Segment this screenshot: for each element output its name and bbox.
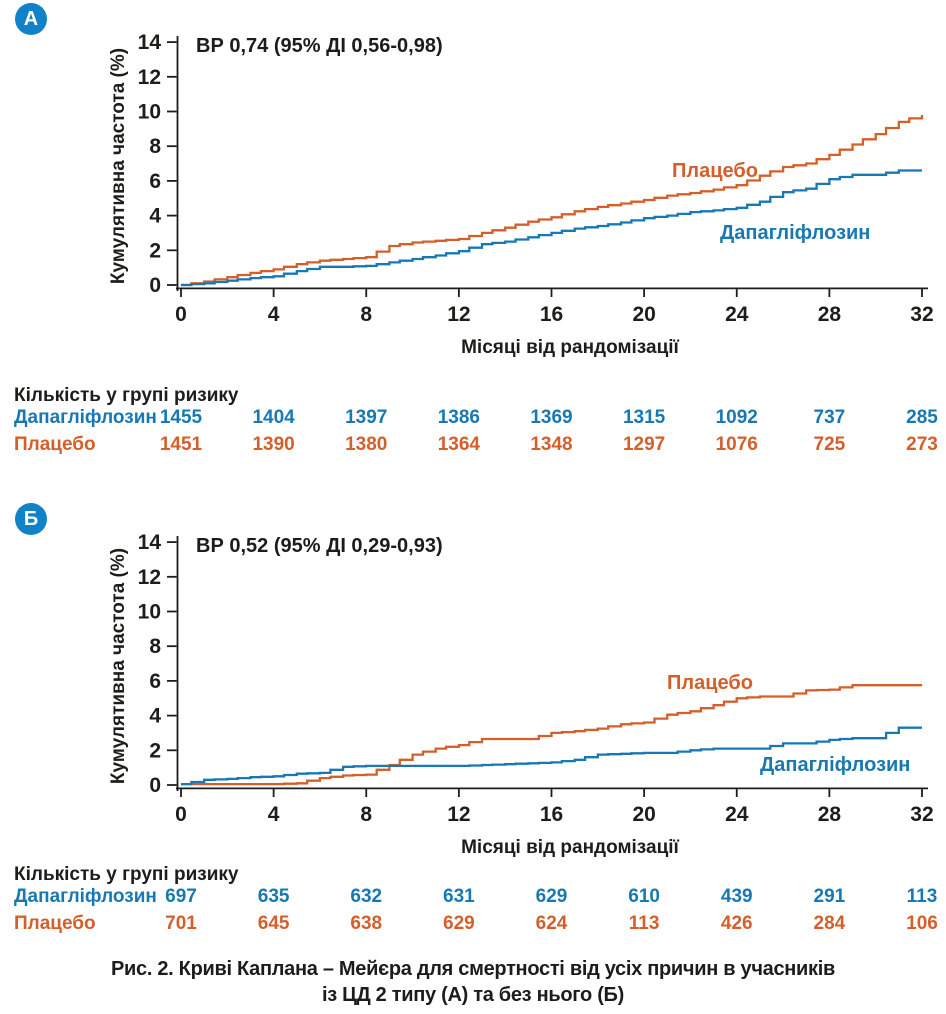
y-tick-label: 12 [138, 66, 161, 89]
x-tick-label: 0 [175, 303, 187, 326]
series-curve-Плацебо [181, 684, 922, 786]
risk-count-cell: 273 [906, 434, 938, 455]
y-tick-label: 2 [149, 739, 161, 762]
risk-count-cell: 113 [628, 913, 660, 934]
x-axis-title: Місяці від рандомізації [461, 337, 679, 358]
risk-count-cell: 106 [906, 913, 938, 934]
risk-count-cell: 1364 [437, 434, 480, 455]
risk-count-cell: 1092 [715, 407, 758, 428]
y-tick-label: 6 [149, 170, 161, 193]
risk-count-cell: 624 [535, 913, 568, 934]
series-label-Плацебо: Плацебо [667, 672, 753, 694]
risk-count-cell: 629 [443, 913, 475, 934]
x-axis-title: Місяці від рандомізації [461, 837, 679, 858]
risk-count-cell: 725 [813, 434, 846, 455]
risk-count-cell: 426 [720, 913, 753, 934]
risk-count-cell: 638 [350, 913, 383, 934]
risk-count-cell: 1297 [622, 434, 666, 455]
risk-count-cell: 631 [443, 886, 475, 907]
series-label-Плацебо: Плацебо [672, 160, 758, 182]
risk-count-cell: 1386 [437, 407, 480, 428]
risk-count-cell: 632 [350, 886, 383, 907]
risk-count-cell: 1390 [252, 434, 295, 455]
risk-row-label-Дапагліфлозин: Дапагліфлозин [14, 886, 157, 907]
panel-b-badge: Б [15, 503, 47, 535]
y-tick-label: 6 [149, 670, 161, 693]
risk-count-cell: 635 [257, 886, 290, 907]
y-tick-label: 8 [149, 135, 161, 158]
x-tick-label: 32 [910, 803, 933, 826]
risk-count-cell: 610 [628, 886, 660, 907]
y-tick-label: 4 [149, 705, 161, 728]
risk-row-label-Дапагліфлозин: Дапагліфлозин [14, 407, 157, 428]
series-curve-Дапагліфлозин [181, 169, 922, 287]
x-tick-label: 32 [910, 303, 933, 326]
risk-count-cell: 1404 [252, 407, 295, 428]
y-tick-label: 0 [149, 274, 161, 297]
risk-count-cell: 1455 [159, 407, 203, 428]
risk-count-cell: 291 [813, 886, 846, 907]
y-tick-label: 4 [149, 205, 161, 228]
x-tick-label: 24 [725, 303, 749, 326]
y-axis-title: Кумулятивна частота (%) [108, 48, 129, 284]
x-tick-label: 12 [447, 803, 470, 826]
hazard-ratio-annotation: ВР 0,74 (95% ДІ 0,56-0,98) [196, 35, 443, 57]
x-tick-label: 20 [632, 303, 655, 326]
risk-count-cell: 113 [906, 886, 938, 907]
risk-count-cell: 737 [813, 407, 846, 428]
y-tick-label: 8 [149, 635, 161, 658]
risk-count-cell: 1397 [345, 407, 388, 428]
x-tick-label: 16 [540, 303, 563, 326]
risk-count-cell: 1451 [159, 434, 203, 455]
x-tick-label: 12 [447, 303, 470, 326]
y-tick-label: 2 [149, 239, 161, 262]
series-curve-Плацебо [181, 115, 924, 287]
x-tick-label: 20 [632, 803, 655, 826]
risk-count-cell: 701 [165, 913, 197, 934]
panel-a-badge: А [15, 3, 47, 35]
risk-row-label-Плацебо: Плацебо [14, 913, 96, 934]
hazard-ratio-annotation: ВР 0,52 (95% ДІ 0,29-0,93) [196, 535, 443, 557]
x-tick-label: 4 [268, 303, 280, 326]
figure-caption-line1: Рис. 2. Криві Каплана – Мейєра для смерт… [110, 958, 836, 980]
x-tick-label: 4 [268, 803, 280, 826]
y-tick-label: 10 [138, 601, 161, 624]
risk-row-label-Плацебо: Плацебо [14, 434, 96, 455]
x-tick-label: 8 [360, 803, 372, 826]
x-tick-label: 28 [818, 803, 842, 826]
risk-table-header: Кількість у групі ризику [14, 864, 239, 885]
risk-count-cell: 697 [165, 886, 197, 907]
risk-count-cell: 629 [535, 886, 568, 907]
risk-count-cell: 1315 [622, 407, 666, 428]
risk-count-cell: 1076 [715, 434, 758, 455]
risk-count-cell: 284 [813, 913, 846, 934]
y-tick-label: 0 [149, 774, 161, 797]
series-label-Дапагліфлозин: Дапагліфлозин [760, 754, 910, 776]
figure-caption-line2: із ЦД 2 типу (А) та без нього (Б) [322, 984, 624, 1006]
y-tick-label: 12 [138, 566, 161, 589]
y-tick-label: 14 [138, 31, 162, 54]
risk-table-header: Кількість у групі ризику [14, 385, 239, 406]
risk-count-cell: 1380 [345, 434, 388, 455]
x-tick-label: 16 [540, 803, 563, 826]
risk-count-cell: 1348 [530, 434, 573, 455]
risk-count-cell: 439 [720, 886, 753, 907]
series-label-Дапагліфлозин: Дапагліфлозин [720, 222, 870, 244]
x-tick-label: 28 [818, 303, 842, 326]
x-tick-label: 24 [725, 803, 749, 826]
figure-caption: Рис. 2. Криві Каплана – Мейєра для смерт… [0, 956, 946, 1008]
risk-count-cell: 645 [257, 913, 290, 934]
series-curve-Дапагліфлозин [181, 726, 922, 786]
y-axis-title: Кумулятивна частота (%) [108, 548, 129, 784]
y-tick-label: 14 [138, 531, 162, 554]
y-tick-label: 10 [138, 101, 161, 124]
risk-count-cell: 285 [906, 407, 938, 428]
x-tick-label: 8 [360, 303, 372, 326]
risk-count-cell: 1369 [530, 407, 573, 428]
x-tick-label: 0 [175, 803, 187, 826]
